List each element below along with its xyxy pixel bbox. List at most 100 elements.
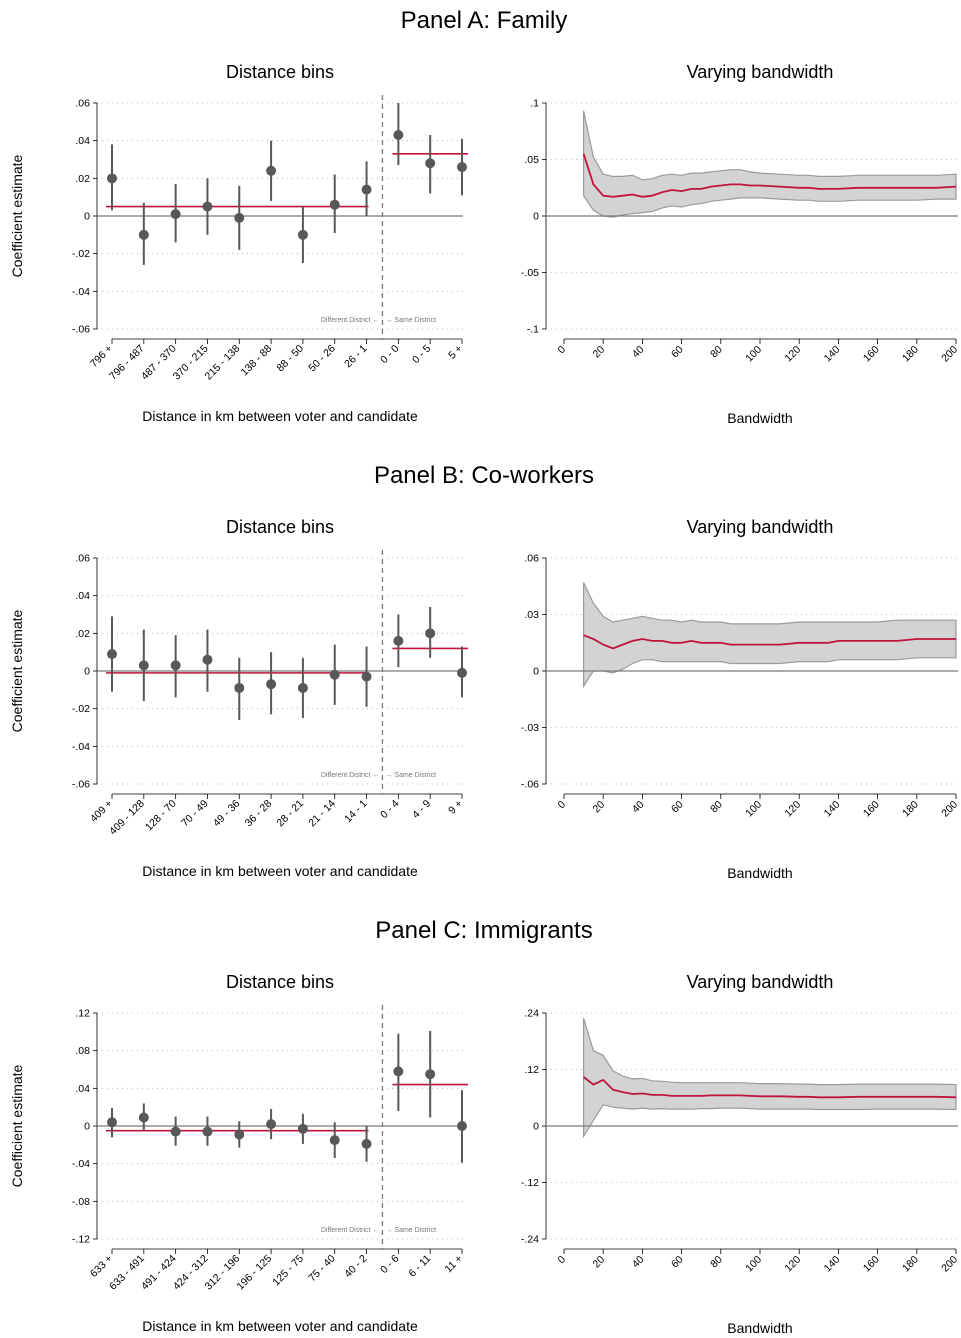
x-tick-label: 11 + — [443, 1253, 466, 1276]
x-tick-label: 200 — [939, 344, 960, 365]
y-tick-label: 0 — [84, 211, 90, 223]
x-tick-label: 138 - 88 — [238, 343, 274, 379]
y-tick-label: .06 — [524, 553, 539, 565]
y-tick-label: 0 — [533, 1121, 539, 1133]
x-tick-label: 26 - 1 — [342, 343, 370, 371]
chart-title: Distance bins — [226, 517, 334, 537]
x-tick-label: 140 — [822, 799, 843, 820]
estimate-point — [361, 184, 372, 195]
x-axis-title: Distance in km between voter and candida… — [142, 408, 418, 424]
estimate-point — [266, 165, 277, 176]
estimate-point — [457, 162, 467, 173]
x-tick-label: 0 - 5 — [410, 343, 433, 366]
same-district-label: → Same District — [385, 317, 436, 324]
estimate-point — [329, 1135, 340, 1146]
estimate-point — [170, 1126, 181, 1137]
same-district-label: → Same District — [385, 1227, 436, 1234]
y-tick-label: -.06 — [72, 324, 90, 336]
varying-bandwidth-chart: Varying bandwidth Bandwidth .06 .03 0 -.03 -.0… — [521, 517, 960, 881]
x-tick-label: 100 — [743, 799, 764, 820]
y-tick-label: .1 — [530, 98, 539, 110]
y-tick-label: -.06 — [72, 779, 90, 791]
x-tick-label: 180 — [900, 799, 921, 820]
y-tick-label: -.02 — [72, 248, 90, 260]
y-tick-label: -.12 — [521, 1177, 539, 1189]
y-tick-label: .06 — [75, 553, 90, 565]
x-tick-label: 5 + — [446, 343, 465, 362]
x-tick-label: 40 — [630, 344, 647, 361]
x-tick-label: 0 — [556, 799, 569, 812]
y-tick-label: -.03 — [521, 722, 539, 734]
estimate-point — [393, 635, 404, 646]
x-tick-label: 0 - 6 — [378, 1253, 401, 1276]
x-tick-label: 180 — [900, 344, 921, 365]
estimate-point — [457, 1121, 467, 1131]
estimate-point — [202, 1126, 213, 1137]
y-tick-label: .02 — [75, 173, 90, 185]
y-tick-label: -.08 — [72, 1196, 90, 1208]
y-tick-label: 0 — [84, 1121, 90, 1133]
y-tick-label: .08 — [75, 1045, 90, 1057]
chart-title: Varying bandwidth — [687, 517, 834, 537]
estimate-point — [393, 1066, 404, 1077]
y-tick-label: .12 — [524, 1064, 539, 1076]
estimate-point — [202, 201, 213, 212]
y-axis-title: Coefficient estimate — [9, 1064, 25, 1187]
x-tick-label: 21 - 14 — [306, 798, 338, 830]
y-tick-label: .04 — [75, 1083, 90, 1095]
y-tick-label: 0 — [533, 211, 539, 223]
varying-bandwidth-chart: Varying bandwidth Bandwidth .1 .05 0 -.05 -.1 0… — [521, 62, 960, 426]
estimate-point — [361, 1138, 372, 1149]
chart-title: Distance bins — [226, 972, 334, 992]
y-tick-label: .12 — [75, 1008, 90, 1020]
x-tick-label: 60 — [669, 344, 686, 361]
x-tick-label: 60 — [669, 799, 686, 816]
x-tick-label: 120 — [782, 1254, 803, 1275]
panel-a: Panel A: Family Distance bins Coefficient … — [9, 7, 960, 426]
estimate-point — [138, 1112, 149, 1123]
x-tick-label: 128 - 70 — [143, 798, 179, 834]
x-axis-title: Bandwidth — [727, 1320, 792, 1336]
varying-bandwidth-chart: Varying bandwidth Bandwidth .24 .12 0 -.12 -.2… — [521, 972, 960, 1336]
x-tick-label: 20 — [591, 344, 608, 361]
y-tick-label: .04 — [75, 590, 90, 602]
distance-bins-chart: Distance bins Coefficient estimate Distanc… — [9, 62, 468, 424]
x-tick-label: 6 - 11 — [406, 1253, 433, 1280]
estimate-point — [107, 649, 117, 660]
panel-title: Panel A: Family — [401, 7, 568, 34]
y-tick-label: .02 — [75, 628, 90, 640]
x-tick-label: 70 - 49 — [179, 798, 211, 830]
x-tick-label: 120 — [782, 799, 803, 820]
y-axis-title: Coefficient estimate — [9, 154, 25, 277]
estimate-point — [425, 1069, 436, 1080]
x-tick-label: 0 — [556, 1254, 569, 1267]
estimate-point — [234, 682, 245, 693]
estimate-point — [234, 1129, 245, 1140]
y-tick-label: -.04 — [72, 1158, 90, 1170]
y-tick-label: .24 — [524, 1008, 539, 1020]
x-tick-label: 140 — [822, 344, 843, 365]
x-tick-label: 0 - 4 — [378, 798, 401, 821]
y-axis-title: Coefficient estimate — [9, 609, 25, 732]
estimate-point — [170, 660, 181, 671]
chart-title: Varying bandwidth — [687, 62, 834, 82]
x-tick-label: 40 — [630, 1254, 647, 1271]
x-tick-label: 50 - 26 — [306, 343, 338, 375]
x-tick-label: 196 - 125 — [234, 1253, 274, 1293]
x-tick-label: 80 — [708, 799, 725, 816]
estimate-point — [266, 679, 277, 690]
x-tick-label: 120 — [782, 344, 803, 365]
x-tick-label: 200 — [939, 799, 960, 820]
estimate-point — [457, 667, 467, 678]
y-tick-label: -.24 — [521, 1234, 539, 1246]
x-tick-label: 40 — [630, 799, 647, 816]
x-tick-label: 88 - 50 — [274, 343, 306, 375]
distance-bins-chart: Distance bins Coefficient estimate Distanc… — [9, 972, 468, 1334]
x-tick-label: 0 — [556, 344, 569, 357]
y-tick-label: -.1 — [527, 324, 539, 336]
y-tick-label: 0 — [533, 666, 539, 678]
x-axis-title: Bandwidth — [727, 410, 792, 426]
x-tick-label: 140 — [822, 1254, 843, 1275]
x-tick-label: 49 - 36 — [211, 798, 243, 830]
